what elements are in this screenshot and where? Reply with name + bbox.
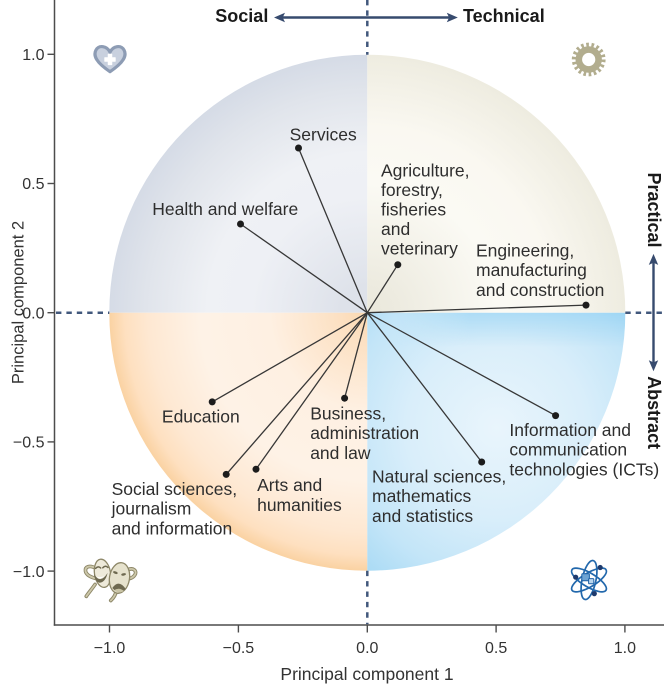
svg-text:−1.0: −1.0 xyxy=(13,564,45,581)
svg-text:1.0: 1.0 xyxy=(614,640,636,657)
svg-text:Technical: Technical xyxy=(463,6,545,26)
svg-text:Practical: Practical xyxy=(644,172,664,247)
svg-text:Social: Social xyxy=(215,6,268,26)
svg-text:0.0: 0.0 xyxy=(22,305,44,322)
svg-text:1.0: 1.0 xyxy=(22,47,44,64)
svg-text:0.0: 0.0 xyxy=(356,640,378,657)
svg-text:−0.5: −0.5 xyxy=(223,640,255,657)
svg-text:0.5: 0.5 xyxy=(485,640,507,657)
svg-text:Health and welfare: Health and welfare xyxy=(152,199,298,219)
svg-text:Abstract: Abstract xyxy=(644,376,664,449)
svg-text:−0.5: −0.5 xyxy=(13,435,45,452)
svg-text:0.5: 0.5 xyxy=(22,176,44,193)
svg-text:Services: Services xyxy=(290,125,357,145)
svg-text:−1.0: −1.0 xyxy=(94,640,126,657)
svg-text:Principal component 2: Principal component 2 xyxy=(10,221,28,384)
svg-text:Education: Education xyxy=(162,407,240,427)
svg-text:Principal component 1: Principal component 1 xyxy=(280,664,453,684)
